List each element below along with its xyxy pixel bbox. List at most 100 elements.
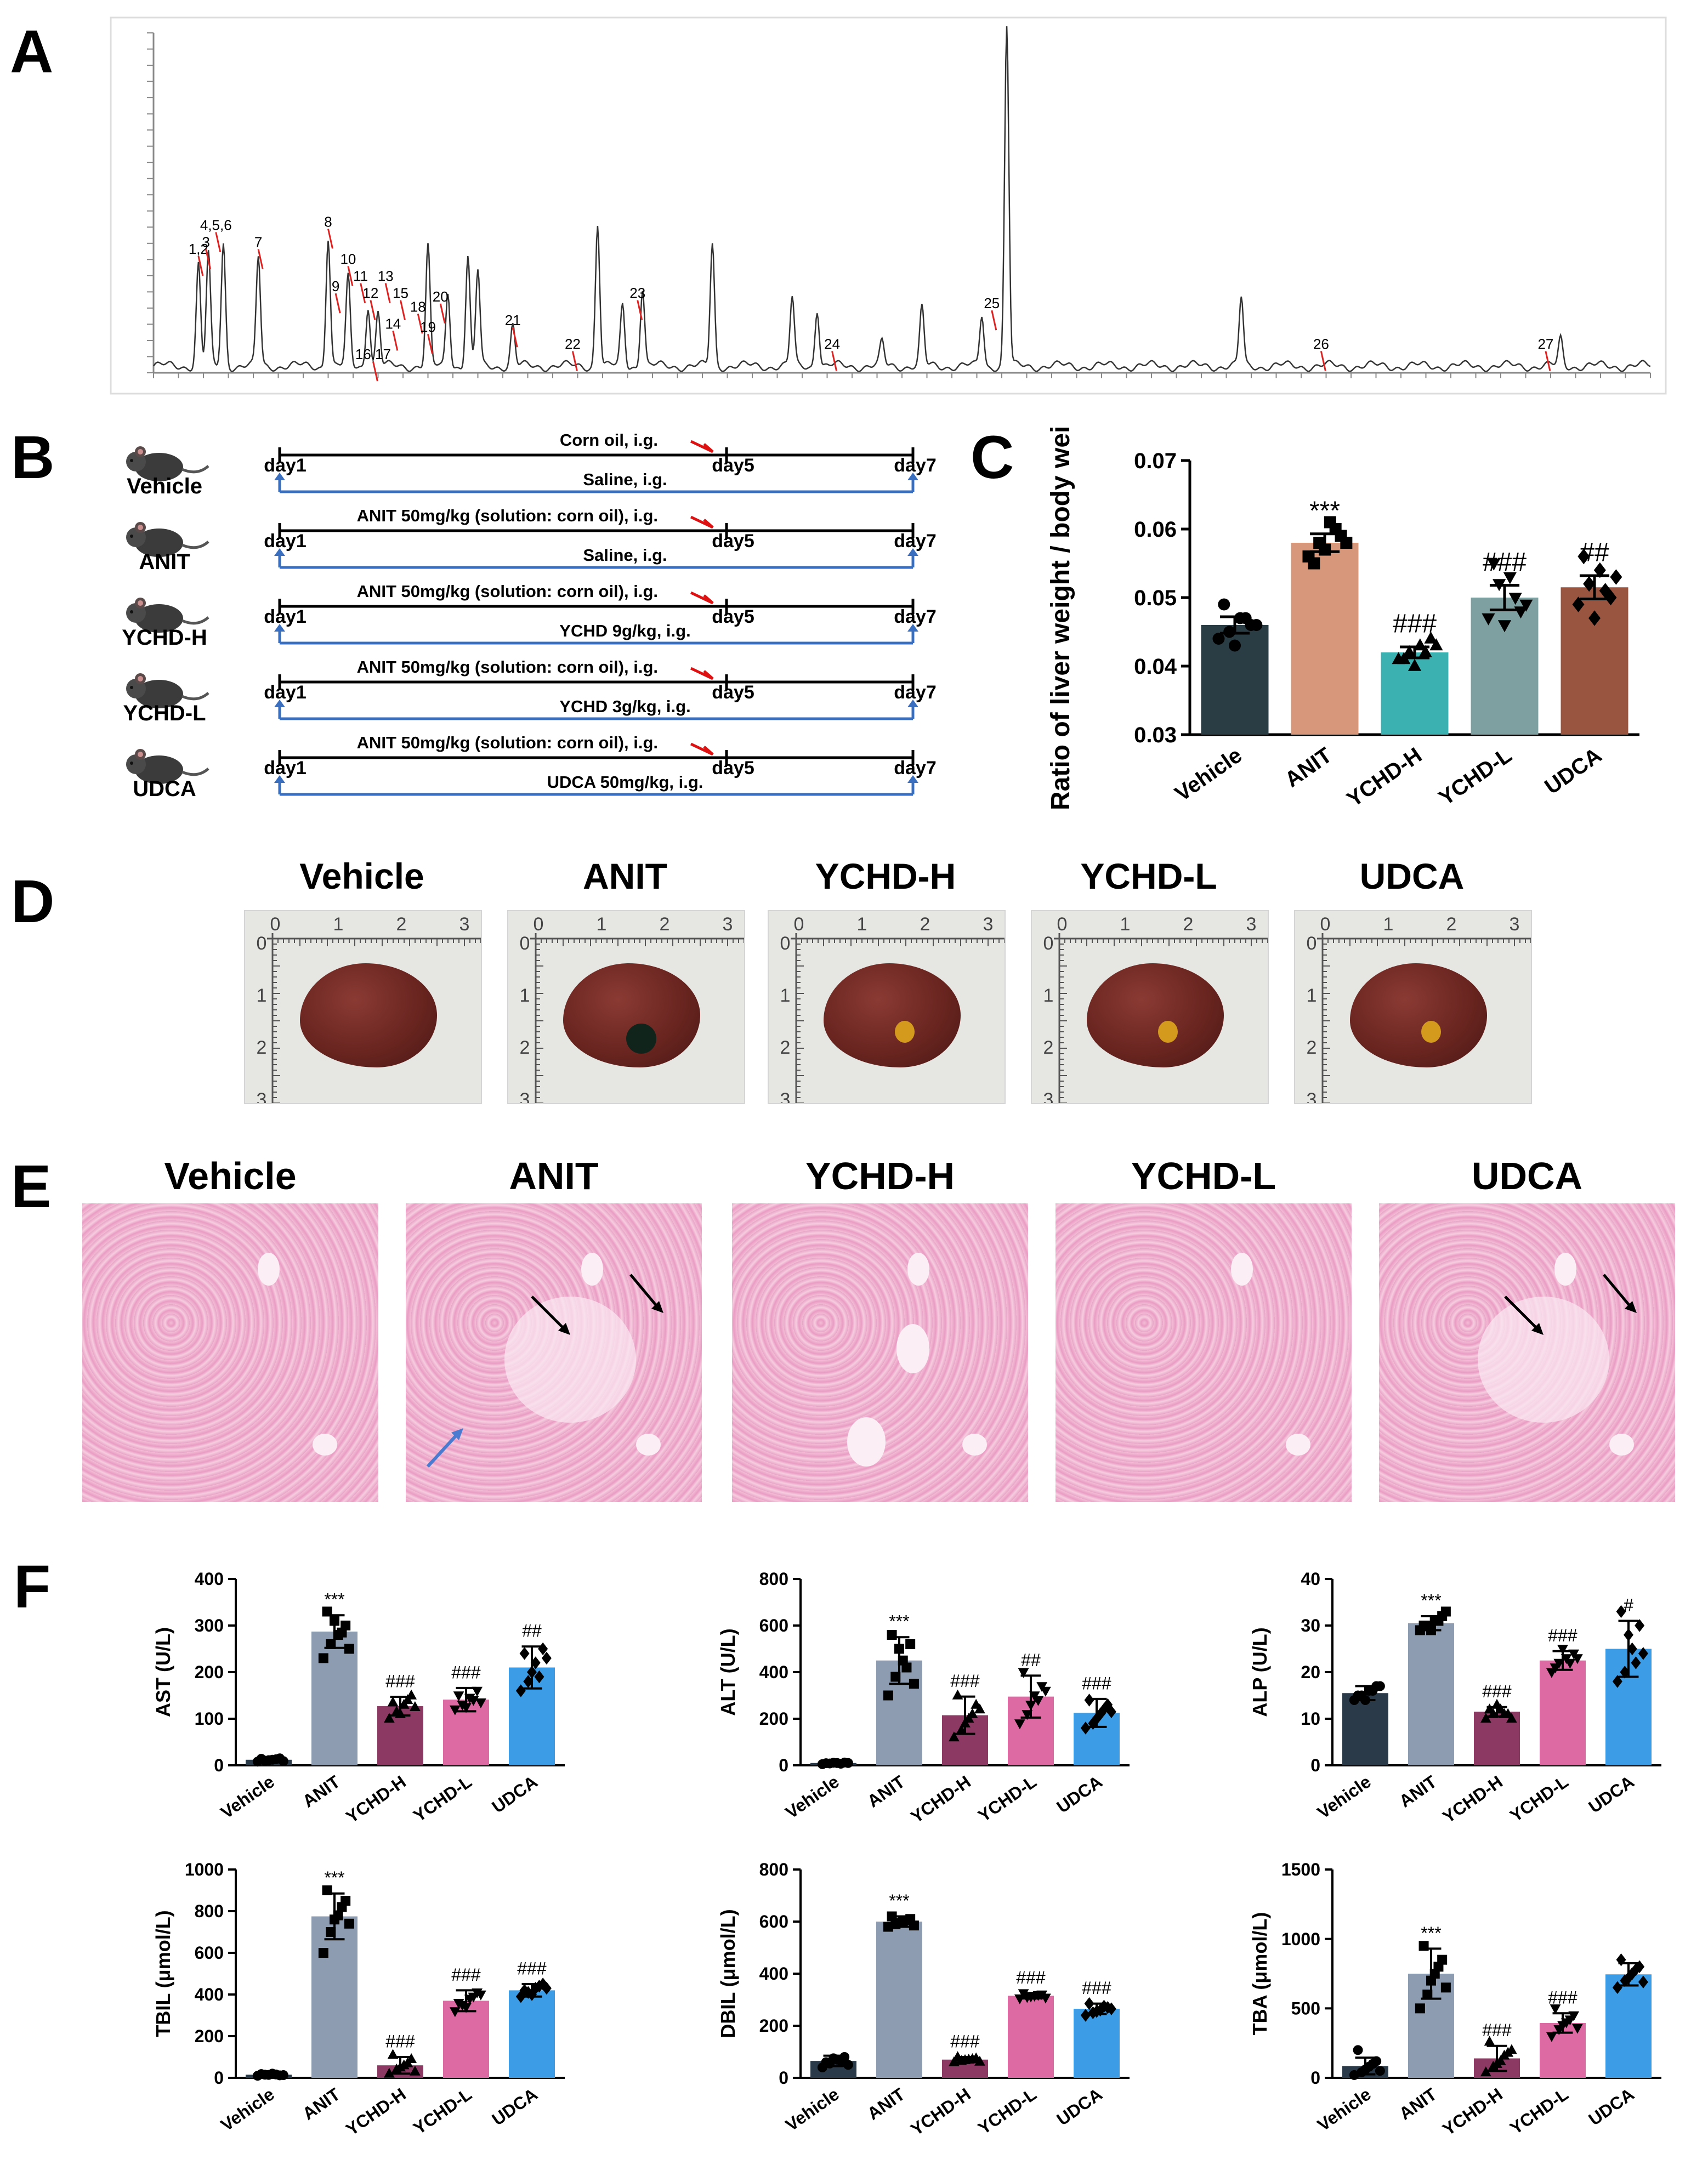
panel-label-f: F (14, 1553, 51, 1621)
bar (443, 2001, 489, 2078)
bottom-treatment: YCHD 9g/kg, i.g. (559, 621, 690, 640)
day-label: day7 (894, 455, 937, 476)
x-tick-label: YCHD-H (342, 2084, 410, 2139)
day-label: day7 (894, 531, 937, 552)
data-point (1624, 1628, 1633, 1641)
ruler-number: 2 (920, 914, 930, 935)
peak-pointer (347, 266, 354, 286)
data-point (1506, 2044, 1517, 2054)
bar (1605, 1974, 1652, 2078)
peak-pointer (439, 303, 446, 324)
ruler-number: 1 (257, 985, 267, 1006)
data-point (1329, 523, 1342, 535)
data-point (843, 2060, 853, 2070)
data-point (1571, 1654, 1583, 1664)
blue-arrow-head (907, 700, 918, 707)
data-point (395, 1708, 406, 1718)
data-point (890, 1672, 901, 1682)
black-arrow (629, 1274, 659, 1309)
significance-label: *** (1309, 496, 1340, 525)
x-tick-label: YCHD-L (1434, 743, 1516, 810)
peak-pointer (427, 334, 433, 354)
y-tick-label: 600 (759, 1912, 788, 1931)
data-point (402, 1694, 413, 1704)
peak-pointer (637, 300, 643, 320)
data-point (1491, 1698, 1502, 1709)
data-point (952, 1689, 963, 1700)
ruler-number: 3 (1307, 1089, 1317, 1103)
data-point (894, 1644, 904, 1654)
significance-label: ## (522, 1621, 542, 1641)
data-point (1635, 1960, 1645, 1974)
x-tick-label: YCHD-L (1506, 1771, 1572, 1826)
histology-title: UDCA (1471, 1155, 1583, 1197)
data-point (1624, 1971, 1633, 1985)
red-arrow (690, 440, 714, 453)
x-tick-label: YCHD-L (410, 2084, 475, 2138)
significance-label: ### (385, 2031, 415, 2051)
y-tick-label: 1000 (185, 1860, 224, 1879)
arrow-head (451, 1428, 463, 1440)
data-point (909, 1920, 919, 1931)
y-tick-label: 200 (195, 1662, 224, 1682)
significance-label: ### (385, 1671, 415, 1691)
ruler: 00 1 1 2 2 3 3 (257, 914, 481, 1103)
day-label: day5 (712, 606, 754, 627)
y-tick-label: 0 (779, 1755, 788, 1775)
ruler-number: 0 (1307, 933, 1317, 954)
data-point (1491, 2058, 1502, 2068)
peak-label: 13 (378, 268, 394, 285)
data-point (1487, 558, 1501, 571)
peak-label: 8 (324, 213, 332, 230)
data-point (278, 2070, 288, 2081)
data-point (836, 2056, 846, 2066)
red-arrow (690, 591, 714, 605)
x-tick-label: UDCA (488, 2084, 541, 2129)
peak-label: 7 (254, 234, 262, 251)
day-label: day5 (712, 682, 754, 703)
data-point (1631, 1963, 1641, 1976)
y-tick-label: 40 (1301, 1569, 1320, 1589)
y-tick-label: 100 (195, 1709, 224, 1729)
significance-label: ### (1082, 1978, 1111, 1998)
data-point (383, 1713, 395, 1723)
data-point (1508, 593, 1522, 605)
data-point (1440, 1606, 1451, 1617)
significance-label: ### (1016, 1968, 1046, 1987)
data-point (326, 1927, 336, 1937)
panel-label-a: A (10, 18, 54, 86)
liver (1087, 963, 1224, 1067)
peak-label: 20 (433, 288, 449, 305)
y-tick-label: 400 (195, 1569, 224, 1589)
peak-label: 26 (1313, 336, 1329, 353)
significance-label: *** (889, 1891, 909, 1911)
day-label: day5 (712, 455, 754, 476)
data-point (402, 2057, 413, 2067)
histology-title: YCHD-H (805, 1155, 955, 1197)
data-point (330, 1914, 339, 1925)
histology-title: YCHD-L (1131, 1155, 1276, 1197)
bar (1561, 587, 1628, 735)
ruler-number: 3 (1246, 914, 1257, 935)
bar (1291, 543, 1359, 735)
data-point (843, 1758, 853, 1768)
frame (110, 16, 1667, 395)
ruler-number: 3 (723, 914, 733, 935)
ruler-number: 0 (520, 933, 530, 954)
red-arrow (690, 515, 714, 529)
ruler-number: 0 (1320, 914, 1331, 935)
data-point (330, 1616, 339, 1626)
data-point (1360, 2064, 1370, 2075)
data-point (960, 2054, 971, 2064)
ruler-number: 1 (1383, 914, 1394, 935)
data-point (337, 1902, 347, 1912)
significance-label: ### (1548, 1988, 1578, 2008)
data-point (1397, 652, 1411, 664)
group-label: UDCA (133, 777, 196, 801)
peak-pointer (417, 314, 423, 334)
peak-pointer (372, 361, 378, 382)
y-tick-label: 500 (1291, 1999, 1320, 2019)
